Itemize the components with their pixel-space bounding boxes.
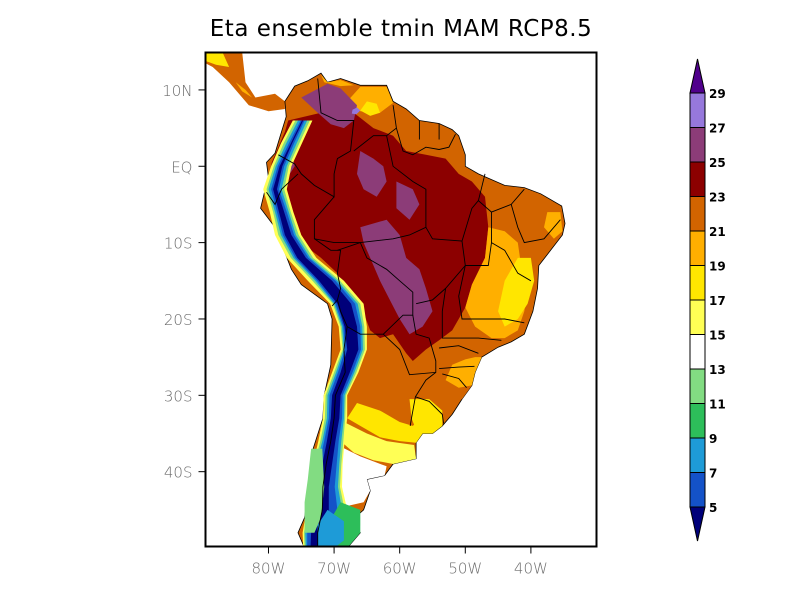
colorbar-segment — [689, 299, 706, 335]
colorbar-segment — [689, 196, 706, 232]
x-axis: 80W 70W 60W 50W 40W — [252, 547, 548, 578]
colorbar-segment — [689, 161, 706, 197]
colorbar-label: 19 — [709, 260, 726, 274]
andes-blue — [268, 120, 363, 546]
east-brazil-yellow — [498, 257, 535, 327]
amazon-purple-small — [396, 181, 420, 220]
colorbar-label: 17 — [709, 294, 726, 308]
border-ecuador-peru — [266, 173, 299, 206]
rio-negro-purple — [357, 151, 387, 197]
y-tick-label: EQ — [171, 158, 192, 176]
border-uruguay-brazil — [415, 396, 445, 424]
colorbar-label: 27 — [709, 122, 726, 136]
southern-chile-green — [304, 448, 325, 533]
colorbar-segment — [689, 472, 706, 508]
patagonia-blue — [317, 509, 344, 546]
state-northeast — [510, 204, 561, 244]
mato-grosso-purple — [360, 219, 433, 335]
border-colombia — [278, 78, 355, 198]
y-tick-label: 10N — [162, 82, 192, 100]
colorbar-label: 9 — [709, 432, 717, 446]
border-guianas — [395, 127, 456, 156]
y-tick-label: 30S — [164, 387, 193, 405]
pampas-yellow — [347, 403, 443, 443]
y-tick-label: 40S — [164, 464, 193, 482]
colorbar-segment — [689, 230, 706, 266]
colorbar-segment — [689, 437, 706, 473]
border-chile-argentina — [317, 326, 348, 546]
state-goias-minas — [458, 265, 525, 324]
x-tick-label: 70W — [317, 560, 351, 578]
andes-dark-blue — [271, 120, 361, 546]
colorbar-label: 21 — [709, 225, 726, 239]
colorbar-segment — [689, 368, 706, 404]
uruguay-yellow — [409, 399, 443, 434]
state-bahia — [491, 242, 532, 282]
x-tick-label: 50W — [448, 560, 482, 578]
y-tick-label: 20S — [164, 311, 193, 329]
venezuela-gold — [347, 86, 394, 113]
andes-peaks — [273, 120, 359, 546]
state-rs — [442, 373, 467, 388]
state-parana — [439, 345, 479, 354]
colorbar-label: 5 — [709, 501, 717, 515]
colorbar-segment — [689, 265, 706, 301]
y-tick-label: 10S — [164, 235, 193, 253]
patagonia-white — [330, 445, 387, 506]
south-brazil-gold — [445, 357, 482, 388]
central-america-highland — [206, 53, 230, 67]
border-acre — [314, 238, 361, 244]
venezuela-yellow — [360, 101, 380, 116]
x-tick-label: 60W — [383, 560, 417, 578]
colorbar-label: 23 — [709, 191, 726, 205]
colorbar-segment — [689, 334, 706, 370]
pampas-light-yellow — [340, 422, 417, 464]
colorbar-label: 13 — [709, 363, 726, 377]
x-tick-label: 40W — [514, 560, 548, 578]
colorbar-label: 25 — [709, 156, 726, 170]
northeast-gold — [544, 212, 563, 239]
x-tick-label: 80W — [252, 560, 286, 578]
venezuela-peak — [351, 107, 361, 115]
central-america-yellow — [235, 82, 253, 98]
colorbar-label: 11 — [709, 398, 726, 412]
plot-frame — [204, 51, 598, 548]
colorbar-segment — [689, 403, 706, 439]
llanos-purple — [301, 83, 357, 129]
colorbar-label: 7 — [709, 467, 717, 481]
state-ms-sp — [441, 288, 502, 341]
venezuela-coast-gold — [321, 74, 354, 87]
border-paraguay — [382, 315, 437, 376]
colorbar-segment — [689, 127, 706, 163]
chaco-orange — [347, 334, 472, 426]
colorbar-extend-max — [689, 58, 706, 94]
colorbar-label: 15 — [709, 329, 726, 343]
colorbar-segment — [689, 92, 706, 128]
border-peru — [313, 196, 342, 307]
state-para-tocantins — [461, 173, 486, 242]
central-america — [206, 53, 285, 112]
chart-title: Eta ensemble tmin MAM RCP8.5 — [209, 16, 593, 42]
state-amazonas-para — [360, 135, 427, 244]
colorbar-label: 29 — [709, 87, 726, 101]
colorbar: 5 7 9 11 13 15 17 19 21 23 25 27 29 — [689, 58, 726, 542]
colorbar-extend-min — [689, 506, 706, 542]
y-axis: 10N EQ 10S 20S 30S 40S — [162, 82, 205, 482]
map-layer — [206, 53, 566, 546]
state-santa-catarina — [439, 365, 475, 370]
